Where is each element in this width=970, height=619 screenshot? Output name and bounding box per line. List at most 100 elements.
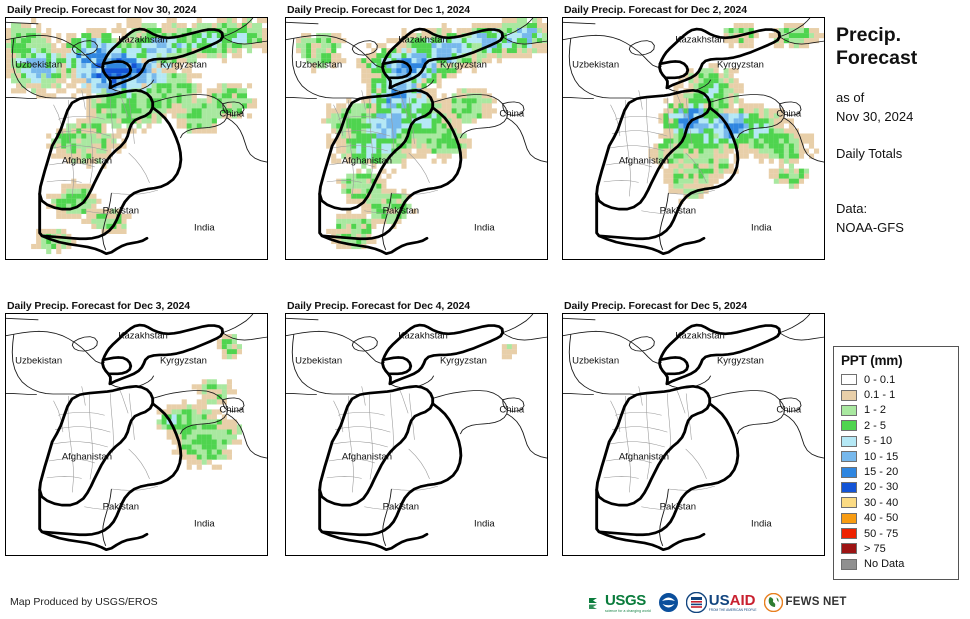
map-frame: Kazakhstan Uzbekistan Kyrgyzstan China Afgha… (5, 313, 268, 556)
legend-swatch (841, 497, 857, 509)
thin-borders (563, 314, 824, 546)
data-source-value: NOAA-GFS (836, 220, 904, 235)
map-frame: Kazakhstan Uzbekistan Kyrgyzstan China Afgha… (562, 17, 825, 260)
legend-row: 30 - 40 (841, 495, 952, 510)
legend-swatch (841, 389, 857, 401)
legend-swatch (841, 512, 857, 524)
thin-borders (286, 18, 547, 250)
legend-row: 20 - 30 (841, 480, 952, 495)
usaid-seal-icon (685, 591, 707, 613)
legend-label: 5 - 10 (864, 435, 893, 448)
map-canvas (286, 18, 547, 256)
legend-label: 10 - 15 (864, 450, 899, 463)
map-canvas (6, 314, 267, 552)
province-borders (326, 90, 438, 214)
forecast-panel: Daily Precip. Forecast for Dec 5, 2024 Ka… (562, 300, 827, 560)
forecast-panel: Daily Precip. Forecast for Dec 3, 2024 Ka… (5, 300, 270, 560)
precipitation-raster (501, 344, 517, 360)
legend-label: 2 - 5 (864, 419, 887, 432)
legend-label: No Data (864, 558, 905, 571)
usgs-logo-text: USGS (605, 591, 646, 609)
forecast-panel: Daily Precip. Forecast for Dec 2, 2024 Ka… (562, 4, 827, 264)
precipitation-raster (648, 23, 824, 204)
thin-borders (6, 314, 267, 546)
legend-swatch (841, 451, 857, 463)
panel-title: Daily Precip. Forecast for Dec 4, 2024 (287, 300, 470, 312)
province-borders (326, 386, 438, 510)
international-borders (595, 323, 782, 552)
header-column: Precip. Forecast as of Nov 30, 2024 Dail… (836, 24, 968, 237)
province-borders (46, 386, 158, 510)
international-borders (595, 27, 782, 256)
page-title-line2: Forecast (836, 47, 918, 69)
international-borders (318, 27, 505, 256)
legend-label: > 75 (864, 542, 886, 555)
legend-rows: 0 - 0.1 0.1 - 1 1 - 2 2 - 5 5 - 10 10 - 15 15 … (841, 372, 952, 572)
international-borders (38, 323, 225, 552)
map-frame: Kazakhstan Uzbekistan Kyrgyzstan China Afgha… (562, 313, 825, 556)
data-source-label: Data: (836, 201, 868, 216)
panel-title: Daily Precip. Forecast for Dec 2, 2024 (564, 4, 747, 16)
thin-borders (6, 18, 267, 250)
map-frame: Kazakhstan Uzbekistan Kyrgyzstan China Afgha… (285, 313, 548, 556)
noaa-logo (657, 591, 679, 613)
fews-globe-icon (763, 592, 783, 612)
map-frame: Kazakhstan Uzbekistan Kyrgyzstan China Afgha… (285, 17, 548, 260)
legend-swatch (841, 374, 857, 386)
thin-borders (563, 18, 824, 250)
legend-swatch (841, 420, 857, 432)
fews-net-logo: FEWS NET (763, 591, 847, 613)
map-canvas (563, 314, 824, 552)
international-borders (318, 323, 505, 552)
precipitation-raster (296, 18, 547, 250)
legend-label: 30 - 40 (864, 496, 899, 509)
usaid-logo: USAID FROM THE AMERICAN PEOPLE (685, 591, 757, 613)
usaid-logo-tagline: FROM THE AMERICAN PEOPLE (708, 608, 757, 612)
legend-swatch (841, 481, 857, 493)
legend-title: PPT (mm) (841, 353, 903, 368)
legend-row: 1 - 2 (841, 403, 952, 418)
map-frame: Kazakhstan Uzbekistan Kyrgyzstan China Afgha… (5, 17, 268, 260)
legend-label: 0.1 - 1 (864, 389, 896, 402)
legend-swatch (841, 528, 857, 540)
forecast-panel: Daily Precip. Forecast for Nov 30, 2024 K… (5, 4, 270, 264)
province-borders (603, 386, 715, 510)
legend-swatch (841, 543, 857, 555)
fews-net-logo-text: FEWS NET (785, 596, 847, 608)
province-borders (603, 90, 715, 214)
international-borders (38, 27, 225, 256)
panel-title: Daily Precip. Forecast for Dec 1, 2024 (287, 4, 470, 16)
legend-row: 40 - 50 (841, 511, 952, 526)
logo-bar: USGS science for a changing world USAID … (588, 590, 847, 614)
noaa-seal-icon (657, 591, 679, 613)
legend-row: 50 - 75 (841, 526, 952, 541)
legend-row: 0 - 0.1 (841, 372, 952, 387)
map-canvas (6, 18, 267, 256)
precipitation-legend: PPT (mm) 0 - 0.1 0.1 - 1 1 - 2 2 - 5 5 - 10 1… (833, 346, 959, 581)
panel-title: Daily Precip. Forecast for Nov 30, 2024 (7, 4, 197, 16)
map-canvas (563, 18, 824, 256)
usgs-logo: USGS science for a changing world (588, 591, 651, 613)
usgs-wave-icon (589, 597, 597, 609)
forecast-panel: Daily Precip. Forecast for Dec 1, 2024 Ka… (285, 4, 550, 264)
legend-swatch (841, 404, 857, 416)
legend-label: 50 - 75 (864, 527, 899, 540)
legend-label: 1 - 2 (864, 404, 887, 417)
legend-label: 40 - 50 (864, 512, 899, 525)
legend-label: 0 - 0.1 (864, 373, 896, 386)
usgs-logo-tagline: science for a changing world (605, 608, 651, 613)
asof-date: Nov 30, 2024 (836, 109, 914, 124)
panel-title: Daily Precip. Forecast for Dec 5, 2024 (564, 300, 747, 312)
asof-line1: as of (836, 90, 865, 105)
totals-label: Daily Totals (836, 146, 903, 161)
legend-swatch (841, 435, 857, 447)
legend-swatch (841, 466, 857, 478)
legend-row: No Data (841, 557, 952, 572)
legend-row: 10 - 15 (841, 449, 952, 464)
precipitation-raster (6, 18, 267, 255)
legend-row: > 75 (841, 541, 952, 556)
usaid-logo-text-us: US (708, 592, 730, 609)
legend-row: 5 - 10 (841, 434, 952, 449)
map-canvas (286, 314, 547, 552)
legend-row: 15 - 20 (841, 464, 952, 479)
